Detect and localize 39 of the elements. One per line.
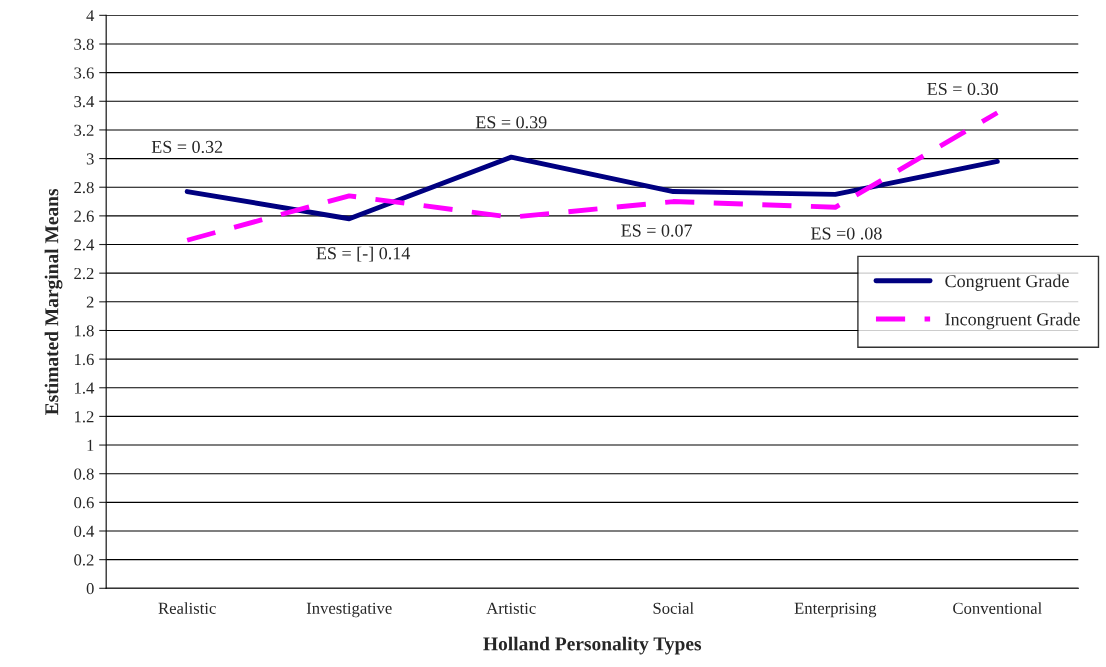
- y-tick-label: 2.6: [74, 210, 94, 222]
- x-tick-label: Investigative: [306, 602, 392, 618]
- y-tick-label: 0: [86, 582, 94, 595]
- x-tick-label: Artistic: [486, 602, 536, 614]
- y-tick-label: 1.8: [75, 325, 94, 337]
- y-tick-label: 1: [87, 439, 94, 451]
- annotation: ES = 0.39: [475, 116, 547, 129]
- annotation: ES = 0.07: [621, 224, 693, 237]
- y-tick-label: 3.8: [74, 38, 94, 51]
- y-tick-label: 2.8: [74, 181, 94, 194]
- annotation: ES =0 .08: [811, 227, 882, 240]
- y-tick-label: 0.2: [74, 554, 94, 566]
- annotation: ES = [-] 0.14: [316, 246, 411, 262]
- y-tick-label: 4: [86, 10, 95, 22]
- y-tick-label: 0.8: [74, 468, 94, 480]
- x-tick-label: Social: [653, 602, 694, 614]
- y-tick-label: 3.2: [74, 124, 94, 136]
- y-tick-label: 2.4: [74, 239, 95, 251]
- y-tick-label: 0.6: [74, 497, 94, 509]
- x-axis-title: Holland Personality Types: [483, 636, 702, 655]
- y-tick-label: 1.4: [75, 382, 95, 394]
- y-tick-label: 1.6: [75, 353, 94, 366]
- legend-label: Incongruent Grade: [945, 312, 1080, 330]
- annotation: ES = 0.32: [151, 140, 223, 154]
- x-tick-label: Enterprising: [794, 602, 877, 618]
- line-series: [184, 110, 1000, 243]
- y-tick-label: 3.6: [74, 67, 94, 79]
- y-tick-label: 2: [86, 296, 94, 308]
- y-tick-label: 1.2: [75, 411, 94, 423]
- x-tick-label: Realistic: [158, 602, 216, 614]
- y-tick-label: 2.2: [74, 267, 94, 280]
- y-axis-title: Estimated Marginal Means: [44, 188, 63, 415]
- y-tick-label: 0.4: [74, 525, 95, 538]
- x-tick-label: Conventional: [953, 602, 1042, 614]
- y-tick-label: 3.4: [74, 96, 95, 108]
- line-series: [184, 154, 1000, 222]
- annotation: ES = 0.30: [927, 82, 998, 96]
- y-tick-label: 3: [86, 153, 94, 165]
- legend-label: Congruent Grade: [945, 274, 1069, 291]
